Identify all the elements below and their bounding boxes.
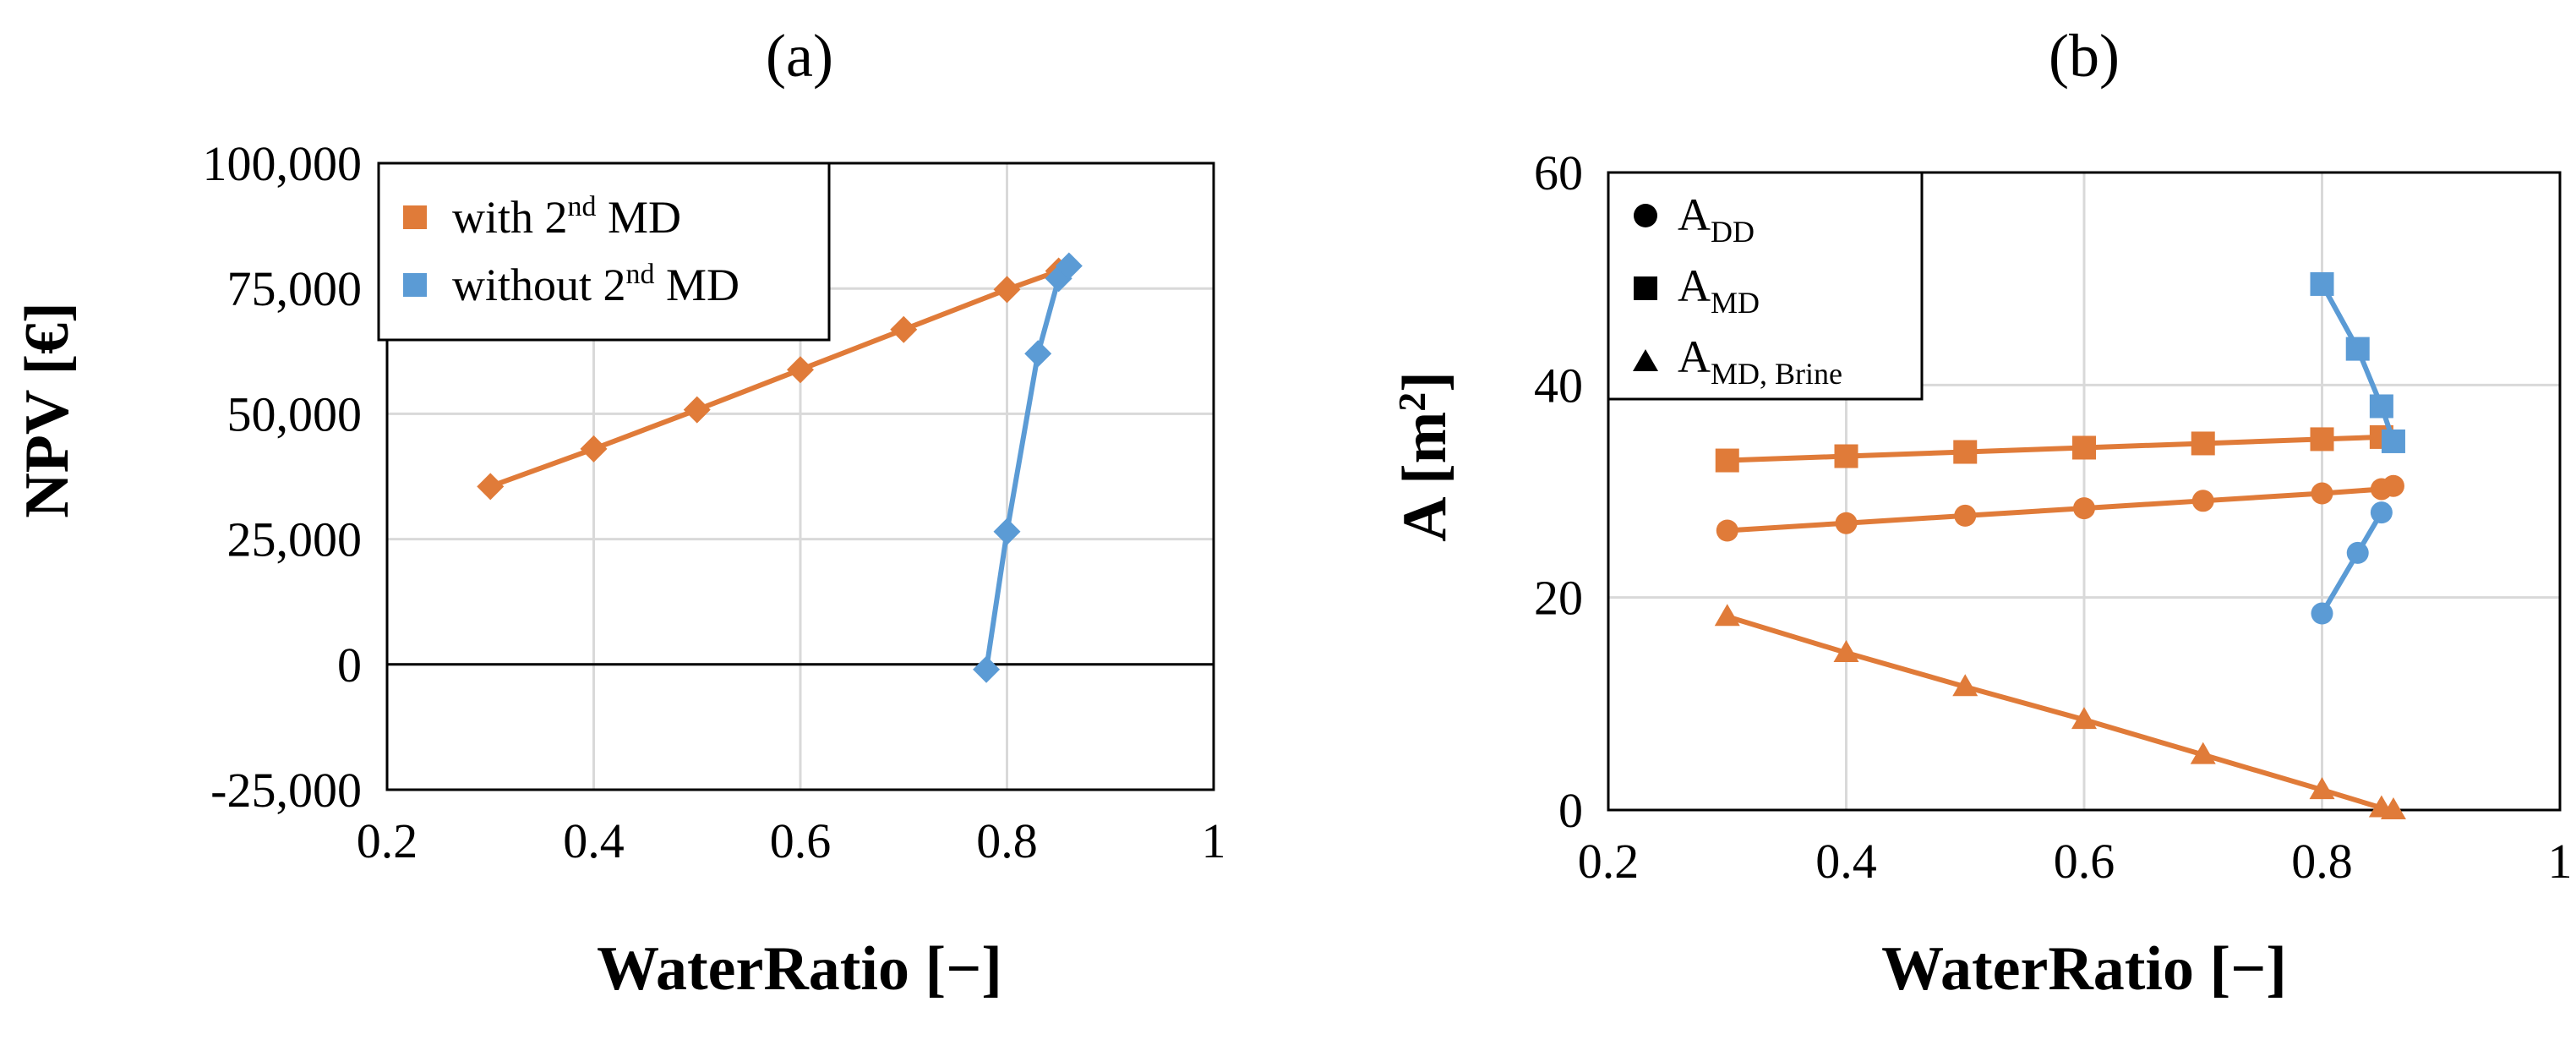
panel-a-legend-box xyxy=(377,161,831,342)
panel-a-series-1-point xyxy=(1024,340,1052,368)
panel-b-xtick-label: 0.4 xyxy=(1815,834,1877,889)
panel-a-ytick-label: 25,000 xyxy=(227,512,363,567)
panel-b-series-2-point xyxy=(1952,674,1978,697)
panel-b-series-4-point xyxy=(2310,271,2334,296)
panel-b-tick-labels: 0.2 0.4 0.6 0.8 1 0 20 40 60 xyxy=(1534,145,2573,889)
panel-b-ytick-label: 20 xyxy=(1534,571,1583,626)
panel-b-series-0-point xyxy=(1716,519,1738,542)
panel-a-xtick-label: 0.6 xyxy=(770,813,832,868)
panel-b-legend-label-dd: ADD xyxy=(1678,189,1755,249)
panel-a-series-0-point xyxy=(787,356,814,384)
panel-b-series-0-point xyxy=(2311,482,2333,505)
panel-a-legend-label-with: with 2nd MD xyxy=(452,191,681,243)
panel-b-y-axis-label: A [m2] xyxy=(1390,371,1460,542)
panel-b-title: (b) xyxy=(2049,22,2120,90)
panel-b-series-2-point xyxy=(1833,640,1859,663)
panel-b-series-3-point xyxy=(2346,541,2369,564)
panel-b-series-0-point xyxy=(2191,490,2214,512)
panel-b-x-axis-label: WaterRatio [−] xyxy=(1881,934,2287,1004)
panel-a-ytick-label: -25,000 xyxy=(210,763,362,818)
panel-b-series-1-point xyxy=(2310,427,2334,452)
panel-a-xtick-label: 0.4 xyxy=(563,813,625,868)
panel-b-series-1-point xyxy=(2191,431,2215,456)
panel-b-series-1-point xyxy=(1953,440,1978,464)
panel-b-ytick-label: 60 xyxy=(1534,145,1583,200)
panel-b-xtick-label: 1 xyxy=(2548,834,2573,889)
panel-b-legend-label-md: AMD xyxy=(1678,260,1760,320)
panel-b-series-2-point xyxy=(2309,777,2335,800)
panel-b-series-1-line xyxy=(1727,434,2382,463)
panel-a-xtick-label: 0.8 xyxy=(976,813,1038,868)
panel-b-ytick-label: 0 xyxy=(1558,783,1583,838)
panel-b-legend-marker-square xyxy=(1634,276,1657,300)
panel-b-xtick-label: 0.2 xyxy=(1578,834,1640,889)
panel-b-legend-marker-triangle xyxy=(1633,349,1658,371)
panel-b-series-3-point xyxy=(2311,602,2333,625)
panel-b-legend-box xyxy=(1607,171,1924,401)
panel-a-series-0-point xyxy=(993,276,1021,304)
panel-b-series-2-point xyxy=(1714,604,1740,627)
panel-a: (a) 0.2 0.4 0.6 0.8 1 -25,000 0 25,000 50,000 75,… xyxy=(13,22,1226,1004)
panel-a-xtick-label: 0.2 xyxy=(357,813,418,868)
panel-a-series-0-point xyxy=(580,435,608,463)
panel-b-xtick-label: 0.6 xyxy=(2054,834,2115,889)
panel-b-series-2-point xyxy=(2190,742,2216,764)
panel-b-legend-marker-circle xyxy=(1634,204,1657,227)
panel-b-series-0-point xyxy=(1835,512,1858,534)
panel-a-series-1-point xyxy=(1055,252,1083,280)
panel-a-series-0-point xyxy=(683,396,711,424)
panel-a-ytick-label: 50,000 xyxy=(227,386,363,441)
panel-a-x-axis-label: WaterRatio [−] xyxy=(597,934,1002,1004)
panel-b-xtick-label: 0.8 xyxy=(2291,834,2353,889)
panel-b-legend: ADD AMD AMD, Brine xyxy=(1607,171,1924,401)
panel-b-series-0-point xyxy=(2073,497,2095,520)
panel-a-legend: with 2nd MD without 2nd MD xyxy=(377,161,831,342)
panel-a-title: (a) xyxy=(766,22,833,90)
panel-b-series xyxy=(1714,271,2406,819)
panel-b-series-4-point xyxy=(2369,394,2393,419)
panel-b-series-2-point xyxy=(2071,707,2097,730)
panel-b-series-1-point xyxy=(1715,448,1739,473)
panel-b-series-0-point xyxy=(1954,504,1977,527)
panel-b-series-1-point xyxy=(1834,444,1858,468)
panel-b-series-4-point xyxy=(2381,429,2405,453)
panel-a-series-1-line xyxy=(984,264,1072,671)
panel-a-y-axis-label: NPV [€] xyxy=(13,302,82,518)
panel-b-series-0-line xyxy=(1727,483,2394,534)
panel-a-series-1-point xyxy=(993,517,1021,545)
panel-b-legend-label-md-brine: AMD, Brine xyxy=(1678,331,1842,391)
panel-b-ytick-label: 40 xyxy=(1534,358,1583,413)
panel-b-plot-frame xyxy=(1607,171,2562,812)
panel-a-series-1-point xyxy=(973,655,1001,683)
panel-a-tick-labels: 0.2 0.4 0.6 0.8 1 -25,000 0 25,000 50,000 75,000 1… xyxy=(203,136,1226,868)
panel-b-series-0-point xyxy=(2382,474,2404,497)
panel-a-ytick-label: 100,000 xyxy=(203,136,363,191)
panel-a-series-0-point xyxy=(890,315,918,343)
panel-a-legend-swatch-without xyxy=(403,273,427,297)
panel-a-ytick-label: 75,000 xyxy=(227,261,363,316)
panel-a-series-0-point xyxy=(477,473,505,501)
panel-b-series-4-point xyxy=(2345,337,2370,361)
panel-b-series-1-point xyxy=(2072,435,2096,460)
panel-b-series-4-line xyxy=(2319,282,2396,442)
panel-a-series xyxy=(477,252,1083,683)
panel-a-ytick-label: 0 xyxy=(337,638,362,692)
panel-b-series-2-line xyxy=(1726,614,2394,813)
panel-a-xtick-label: 1 xyxy=(1202,813,1226,868)
panel-a-legend-swatch-with xyxy=(403,205,427,229)
panel-b-series-3-point xyxy=(2370,501,2393,524)
panel-b-series-2-point xyxy=(2380,797,2406,819)
panel-a-legend-label-without: without 2nd MD xyxy=(452,259,740,310)
